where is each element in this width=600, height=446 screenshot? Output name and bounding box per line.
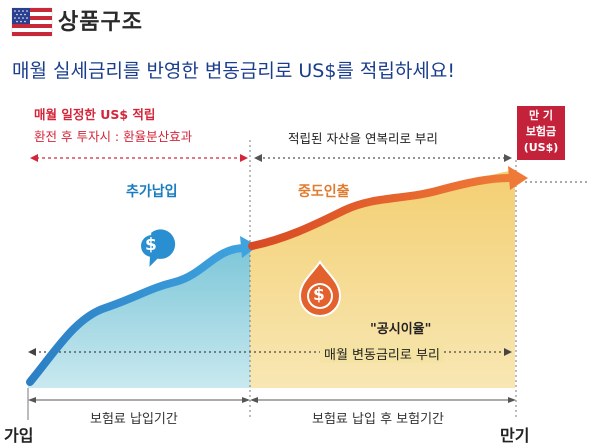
- additional-payment-label: 추가납입: [126, 184, 178, 200]
- monthly-rate-arrow: [28, 348, 512, 356]
- payment-period-area: [28, 245, 250, 388]
- maturity-box-line3: (US$): [523, 141, 559, 154]
- monthly-accumulation-text: 매월 일정한 US$ 적립: [34, 107, 156, 122]
- exchange-effect-text: 환전 후 투자시 : 환율분산효과: [34, 129, 193, 144]
- headline: 매월 실세금리를 반영한 변동금리로 US$를 적립하세요!: [12, 60, 455, 82]
- maturity-box-line1: 만 기: [528, 109, 554, 122]
- left-red-arrow: [30, 154, 248, 162]
- payment-growth-line: [26, 244, 249, 386]
- post-payment-period-arrow: [250, 397, 516, 403]
- maturity-box-line2: 보험금: [525, 125, 557, 138]
- page-title: 상품구조: [58, 10, 143, 35]
- dollar-drop-icon: [298, 260, 342, 317]
- maturity-label: 만기: [500, 426, 530, 445]
- maturity-benefit-box: 만 기 보험금 (US$): [517, 106, 565, 160]
- blue-dollar-symbol: $: [145, 235, 157, 255]
- orange-arrowhead: [508, 166, 528, 190]
- payment-period-arrow: [28, 397, 250, 403]
- right-grey-arrow: [254, 154, 512, 162]
- public-rate-label: "공시이율": [370, 322, 432, 337]
- post-payment-period-label: 보험료 납입 후 보험기간: [312, 412, 444, 427]
- mid-withdrawal-label: 중도인출: [298, 184, 350, 200]
- dollar-pin-icon: [141, 226, 178, 274]
- orange-dollar-symbol: $: [313, 285, 325, 305]
- compound-interest-text: 적립된 자산을 연복리로 부리: [288, 131, 438, 146]
- us-flag-icon: [11, 7, 53, 37]
- post-payment-growth-line: [248, 174, 514, 250]
- join-label: 가입: [4, 426, 34, 445]
- monthly-rate-label: 매월 변동금리로 부리: [320, 344, 444, 363]
- payment-period-label: 보험료 납입기간: [90, 412, 178, 427]
